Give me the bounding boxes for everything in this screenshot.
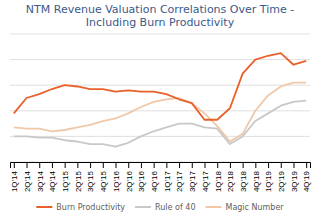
- tick: 1Q'17: [163, 162, 172, 192]
- lines: [14, 53, 306, 146]
- legend-item: Rule of 40: [135, 203, 195, 212]
- tick: 1Q'14: [10, 162, 19, 192]
- tick-label: 3Q'17: [188, 170, 197, 192]
- subtitle: Including Burn Productivity: [86, 16, 235, 29]
- tick: 2Q'17: [175, 162, 184, 192]
- tick-label: 3Q'18: [239, 170, 248, 192]
- legend-swatch: [205, 206, 221, 208]
- tick: 2Q'14: [23, 162, 32, 192]
- tick-label: 1Q'14: [10, 170, 19, 192]
- line: [14, 101, 306, 147]
- tick-label: 3Q'16: [137, 170, 146, 192]
- tick-mark: [65, 162, 66, 168]
- tick-mark: [306, 162, 307, 168]
- legend-label: Magic Number: [225, 203, 284, 212]
- legend-item: Magic Number: [205, 203, 284, 212]
- legend-label: Rule of 40: [155, 203, 195, 212]
- legend-label: Burn Productivity: [56, 203, 125, 212]
- grid-line: [10, 85, 310, 86]
- tick-mark: [141, 162, 142, 168]
- tick: 4Q'15: [99, 162, 108, 192]
- tick-label: 4Q'16: [150, 170, 159, 192]
- tick: 1Q'15: [61, 162, 70, 192]
- tick: 4Q'16: [150, 162, 159, 192]
- tick: 4Q'14: [48, 162, 57, 192]
- tick-mark: [14, 162, 15, 168]
- legend-swatch: [36, 206, 52, 208]
- tick: 3Q'15: [86, 162, 95, 192]
- tick-mark: [166, 162, 167, 168]
- tick-mark: [116, 162, 117, 168]
- tick-label: 1Q'16: [112, 170, 121, 192]
- tick-mark: [52, 162, 53, 168]
- tick-label: 2Q'18: [226, 170, 235, 192]
- tick-label: 4Q'18: [252, 170, 261, 192]
- tick-mark: [179, 162, 180, 168]
- tick: 4Q'18: [252, 162, 261, 192]
- tick-label: 2Q'14: [23, 170, 32, 192]
- tick: 4Q'17: [201, 162, 210, 192]
- tick-mark: [217, 162, 218, 168]
- tick: 1Q'16: [112, 162, 121, 192]
- tick-mark: [230, 162, 231, 168]
- title: NTM Revenue Valuation Correlations Over …: [26, 3, 294, 16]
- tick-mark: [103, 162, 104, 168]
- tick: 3Q'19: [290, 162, 299, 192]
- tick-label: 1Q'18: [214, 170, 223, 192]
- tick-mark: [293, 162, 294, 168]
- tick-mark: [90, 162, 91, 168]
- tick-label: 4Q'19: [302, 170, 311, 192]
- legend-swatch: [135, 206, 151, 208]
- tick-mark: [255, 162, 256, 168]
- tick-mark: [39, 162, 40, 168]
- tick-label: 4Q'17: [201, 170, 210, 192]
- tick: 3Q'17: [188, 162, 197, 192]
- plot: 1Q'14 2Q'14 3Q'144Q'14 1Q'15 2Q'153Q'15 4Q'15…: [10, 34, 311, 192]
- tick-label: 3Q'19: [290, 170, 299, 192]
- tick-mark: [268, 162, 269, 168]
- tick: 3Q'18: [239, 162, 248, 192]
- tick-mark: [204, 162, 205, 168]
- tick-label: 1Q'17: [163, 170, 172, 192]
- tick-label: 4Q'14: [48, 170, 57, 192]
- grid-line: [10, 136, 310, 137]
- grid: [10, 34, 310, 162]
- legend-item: Burn Productivity: [36, 203, 125, 212]
- tick-label: 4Q'15: [99, 170, 108, 192]
- chart: NTM Revenue Valuation Correlations Over …: [0, 0, 320, 214]
- tick-mark: [281, 162, 282, 168]
- tick-mark: [128, 162, 129, 168]
- tick-label: 2Q'16: [125, 170, 134, 192]
- tick: 2Q'19: [277, 162, 286, 192]
- legend: Burn Productivity Rule of 40 Magic Number: [36, 203, 284, 212]
- tick: 1Q'19: [264, 162, 273, 192]
- tick: 2Q'18: [226, 162, 235, 192]
- tick: 3Q'16: [137, 162, 146, 192]
- tick-label: 3Q'14: [36, 170, 45, 192]
- x-axis: 1Q'14 2Q'14 3Q'144Q'14 1Q'15 2Q'153Q'15 4Q'15…: [10, 162, 311, 192]
- line: [14, 83, 306, 142]
- grid-line: [10, 34, 310, 35]
- tick-label: 1Q'19: [264, 170, 273, 192]
- grid-line: [10, 59, 310, 60]
- tick-label: 2Q'19: [277, 170, 286, 192]
- tick-label: 1Q'15: [61, 170, 70, 192]
- tick-mark: [27, 162, 28, 168]
- tick-mark: [77, 162, 78, 168]
- tick-mark: [243, 162, 244, 168]
- axis-line: [11, 163, 311, 169]
- tick-label: 2Q'15: [74, 170, 83, 192]
- tick: 2Q'16: [125, 162, 134, 192]
- tick-label: 3Q'15: [86, 170, 95, 192]
- tick: 1Q'18: [214, 162, 223, 192]
- grid-line: [10, 110, 310, 111]
- tick-label: 2Q'17: [175, 170, 184, 192]
- tick: 4Q'19: [302, 162, 311, 192]
- line: [14, 53, 306, 120]
- tick: 2Q'15: [74, 162, 83, 192]
- tick-mark: [154, 162, 155, 168]
- tick-mark: [192, 162, 193, 168]
- tick: 3Q'14: [36, 162, 45, 192]
